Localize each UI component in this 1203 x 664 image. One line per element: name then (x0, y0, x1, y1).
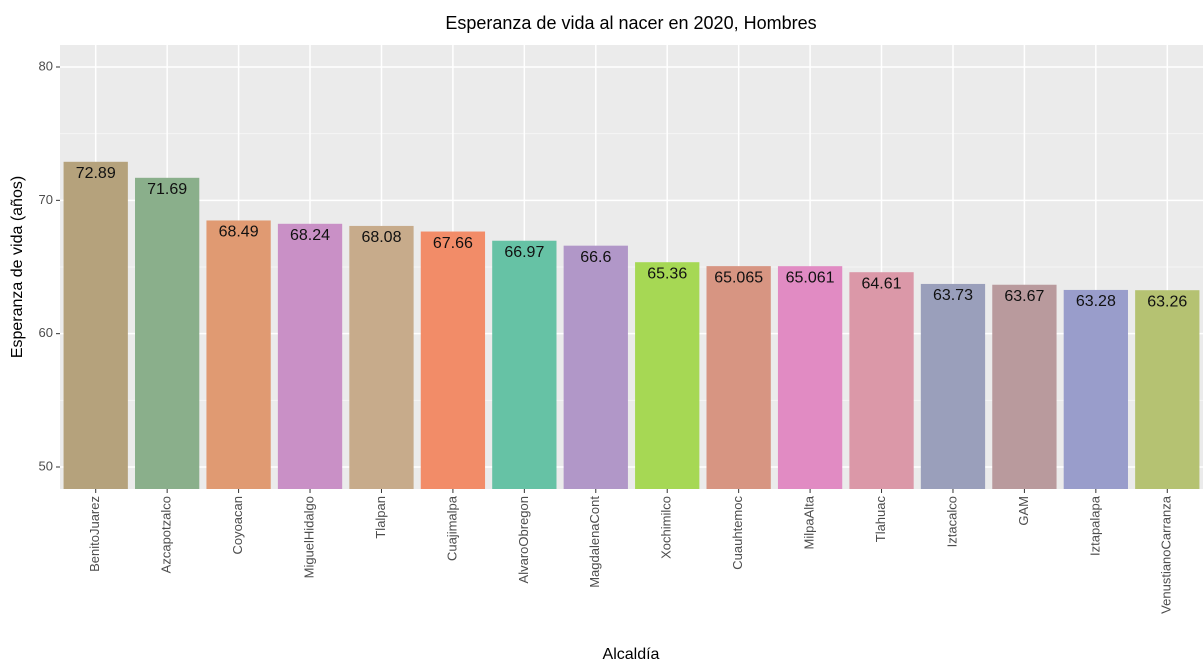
x-tick-label: AlvaroObregon (516, 496, 531, 583)
y-tick-label: 70 (39, 192, 53, 207)
x-tick-label: MiguelHidalgo (301, 496, 316, 578)
value-label: 64.61 (862, 275, 902, 292)
value-label: 68.08 (361, 229, 401, 246)
y-tick-label: 80 (39, 58, 53, 73)
bar (563, 245, 628, 489)
x-tick-label: VenustianoCarranza (1159, 495, 1174, 614)
value-label: 68.24 (290, 227, 330, 244)
x-tick-label: Iztapalapa (1087, 495, 1102, 556)
x-tick-label: GAM (1016, 496, 1031, 526)
x-tick-label: Cuajimalpa (444, 495, 459, 561)
bar (1063, 289, 1128, 489)
value-label: 65.36 (647, 265, 687, 282)
bar (920, 283, 986, 489)
bar (277, 223, 343, 490)
bar (206, 220, 271, 489)
y-tick-label: 50 (39, 458, 53, 473)
x-axis-title: Alcaldía (603, 646, 660, 663)
bar (420, 231, 486, 490)
bar (1135, 290, 1200, 489)
value-label: 63.26 (1147, 293, 1187, 310)
value-label: 68.49 (219, 224, 259, 241)
y-axis-title: Esperanza de vida (años) (9, 176, 26, 358)
x-tick-label: Tlalpan (373, 496, 388, 539)
bar (849, 272, 914, 489)
bar (992, 284, 1057, 489)
value-label: 63.28 (1076, 293, 1116, 310)
y-tick-label: 60 (39, 325, 53, 340)
x-tick-label: Coyoacan (230, 496, 245, 555)
value-label: 65.065 (714, 269, 763, 286)
bar (63, 161, 128, 490)
value-label: 72.89 (76, 165, 116, 182)
chart-title: Esperanza de vida al nacer en 2020, Homb… (445, 13, 816, 33)
x-tick-label: Iztacalco (944, 496, 959, 547)
x-tick-label: Azcapotzalco (159, 496, 174, 573)
value-label: 66.6 (580, 249, 611, 266)
value-label: 67.66 (433, 235, 473, 252)
x-tick-label: Cuauhtemoc (730, 496, 745, 570)
bar (635, 262, 700, 489)
value-label: 63.73 (933, 287, 973, 304)
x-tick-label: BenitoJuarez (87, 496, 102, 572)
x-tick-label: Xochimilco (659, 496, 674, 559)
bar (135, 177, 200, 490)
bar (492, 240, 557, 489)
x-tick-label: Tlahuac (873, 496, 888, 543)
value-label: 66.97 (504, 244, 544, 261)
value-label: 71.69 (147, 181, 187, 198)
bar (706, 266, 771, 489)
value-label: 63.67 (1004, 288, 1044, 305)
value-label: 65.061 (786, 269, 835, 286)
bar (777, 266, 843, 489)
x-tick-label: MagdalenaCont (587, 496, 602, 588)
x-tick-label: MilpaAlta (802, 495, 817, 549)
bar (349, 225, 414, 489)
